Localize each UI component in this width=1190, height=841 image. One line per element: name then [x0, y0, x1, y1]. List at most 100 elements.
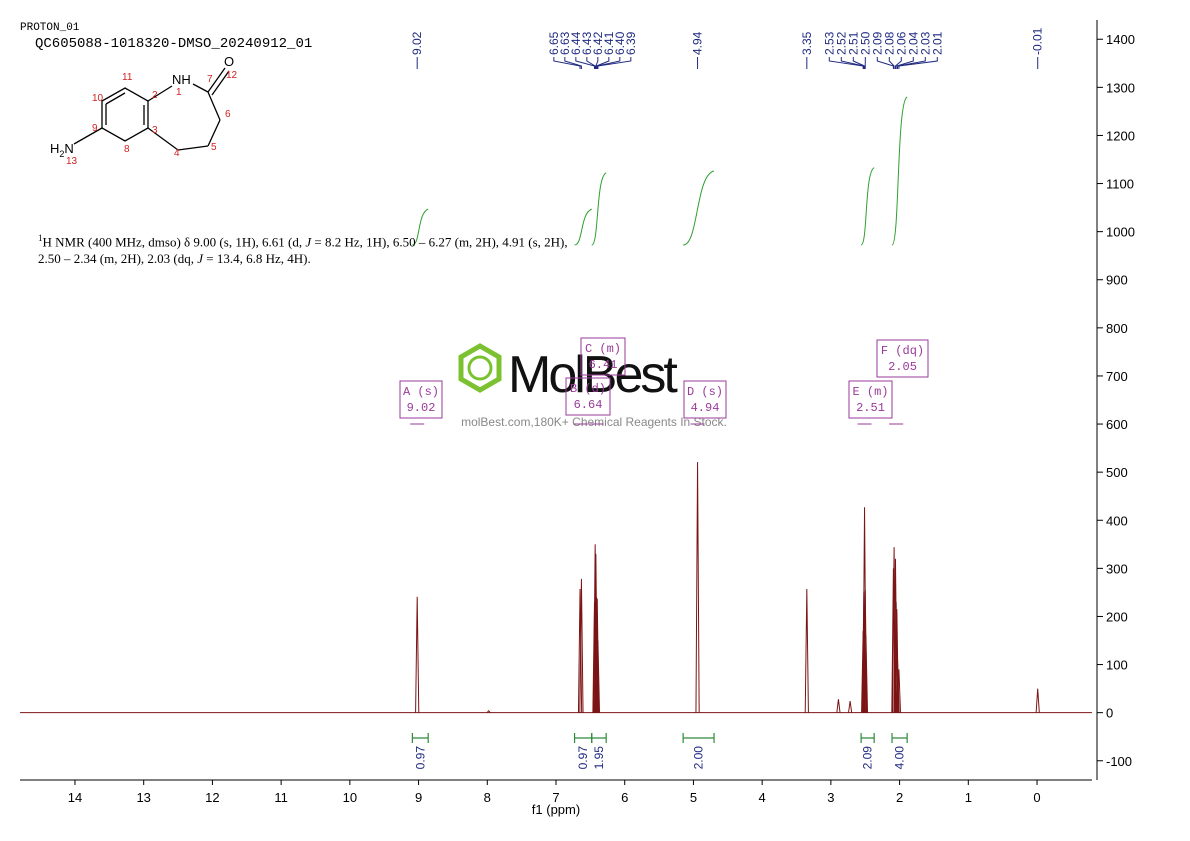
integral-label: 1.95	[592, 746, 606, 770]
peak-label: 2.52	[834, 31, 848, 55]
x-tick-label: 10	[343, 790, 357, 805]
x-tick-label: 2	[896, 790, 903, 805]
peak	[895, 659, 900, 713]
integral-bracket	[573, 733, 593, 743]
peak-label-leader	[888, 57, 895, 69]
bond	[207, 119, 221, 147]
atom-number: 13	[66, 156, 78, 167]
peak-label-leader	[898, 57, 938, 69]
multiplet-shift: 6.41	[589, 358, 618, 372]
y-tick-label: 200	[1106, 609, 1128, 624]
peak-label: 2.01	[930, 31, 944, 55]
logo-circle	[467, 355, 493, 381]
atom-number: 4	[174, 148, 180, 159]
peak-label: 2.06	[894, 31, 908, 55]
atom-number: 9	[92, 123, 98, 134]
multiplet-shift: 6.64	[574, 398, 603, 412]
peak-label-leader	[586, 57, 596, 69]
bond	[73, 127, 103, 145]
peak	[836, 699, 841, 713]
text: = 13.4, 6.8 Hz, 4H).	[203, 251, 311, 267]
x-tick-label: 8	[484, 790, 491, 805]
peak-label: -0.01	[1031, 27, 1045, 55]
peak-label-leader	[597, 57, 632, 69]
structure	[73, 67, 230, 151]
multiplet-box	[580, 337, 626, 376]
multiplet-box	[683, 380, 727, 419]
peak-label-leader	[596, 57, 610, 69]
peak-label: 2.03	[918, 31, 932, 55]
bond	[207, 91, 221, 121]
x-tick-label: 0	[1033, 790, 1040, 805]
peak-label-leader	[894, 57, 902, 69]
peak-label: 2.53	[822, 31, 836, 55]
peak-label-leader	[595, 57, 599, 69]
peak-label-leader	[596, 57, 621, 69]
peak-label: 6.39	[624, 31, 638, 55]
amine-h: H	[50, 141, 59, 156]
y-tick-label: 800	[1106, 321, 1128, 336]
peak-label: 4.94	[691, 31, 705, 55]
peak	[415, 596, 420, 713]
peak	[577, 589, 583, 713]
bond	[192, 83, 209, 93]
atom-number: 2	[152, 90, 158, 101]
y-tick-label: 700	[1106, 369, 1128, 384]
peak-label: 2.09	[870, 31, 884, 55]
peak	[595, 640, 601, 713]
x-tick-label: 4	[759, 790, 766, 805]
y-tick-label: 1300	[1106, 80, 1135, 95]
atom-number: 12	[226, 70, 238, 81]
nmr-description: 1H NMR (400 MHz, dmso) δ 9.00 (s, 1H), 6…	[38, 230, 568, 267]
atom-number: 11	[122, 72, 133, 83]
peak-label-leader	[876, 57, 894, 69]
peak	[486, 709, 491, 713]
peak-label: 3.35	[800, 31, 814, 55]
y-tick-label: 0	[1106, 706, 1113, 721]
integral-label: 0.97	[576, 746, 590, 770]
amine-n: N	[64, 141, 73, 156]
atom-number: 1	[176, 87, 182, 98]
peak-label: 2.50	[858, 31, 872, 55]
x-tick-label: 9	[415, 790, 422, 805]
peak-label-leader	[575, 57, 595, 69]
integral-bracket	[411, 733, 429, 743]
peak	[804, 589, 809, 713]
x-tick-label: 7	[552, 790, 559, 805]
text: = 8.2 Hz, 1H), 6.50 – 6.27 (m, 2H), 4.91…	[311, 234, 568, 250]
x-tick-label: 11	[274, 790, 288, 805]
y-tick-label: 1000	[1106, 225, 1135, 240]
y-tick-label: 300	[1106, 561, 1128, 576]
peak-label-leader	[852, 57, 866, 69]
j: J	[197, 251, 204, 267]
multiplet-label: B (d)	[570, 382, 606, 396]
atom-number: 8	[124, 144, 130, 155]
peak-label: 6.43	[580, 31, 594, 55]
y-tick-label: 1400	[1106, 32, 1135, 47]
atom-number: 5	[211, 142, 217, 153]
peak-label: 9.02	[410, 31, 424, 55]
integral-curve	[860, 167, 875, 246]
y-tick-label: 500	[1106, 465, 1128, 480]
x-axis-label: f1 (ppm)	[532, 802, 580, 817]
multiplet-shift: 2.05	[888, 360, 917, 374]
integral-label: 0.97	[413, 746, 427, 770]
peak	[1035, 688, 1040, 713]
x-tick-label: 3	[827, 790, 834, 805]
y-tick-label: -100	[1106, 754, 1132, 769]
x-tick-label: 5	[690, 790, 697, 805]
bond	[207, 67, 226, 93]
sample-name: QC605088-1018320-DMSO_20240912_01	[35, 36, 312, 52]
x-tick-label: 13	[136, 790, 150, 805]
bond	[177, 145, 209, 151]
peak-label: 2.08	[882, 31, 896, 55]
peak	[896, 669, 902, 713]
peak-label: 2.04	[906, 31, 920, 55]
peak-label-leader	[828, 57, 864, 69]
y-tick-label: 400	[1106, 513, 1128, 528]
bond	[211, 70, 230, 96]
atom-label: O	[224, 54, 234, 69]
y-tick-label: 900	[1106, 273, 1128, 288]
peak-label: 6.44	[569, 31, 583, 55]
